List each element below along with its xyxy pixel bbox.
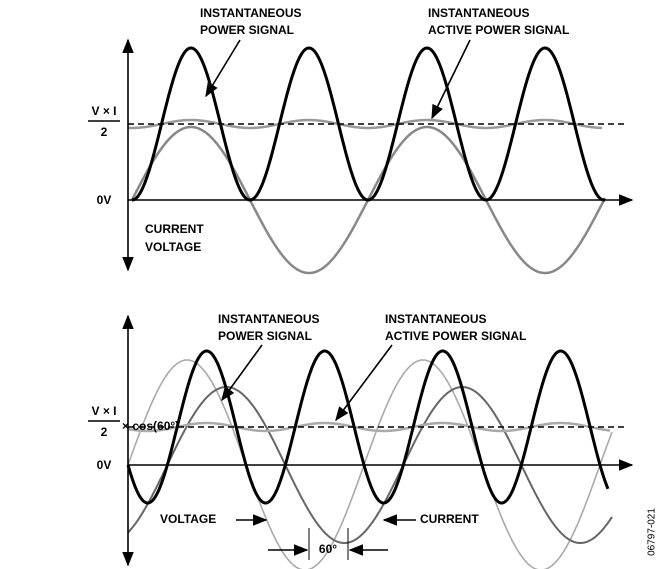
zero-label: 0V — [97, 458, 112, 472]
label: VOLTAGE — [145, 240, 201, 254]
label: INSTANTANEOUS — [200, 6, 302, 20]
pointer — [221, 344, 263, 402]
pointer — [431, 39, 471, 120]
level-label: V × I — [91, 404, 116, 418]
level-label: 2 — [101, 425, 108, 439]
power — [126, 349, 610, 505]
figure-id: 06797-021 — [647, 508, 658, 556]
label: INSTANTANEOUS — [385, 312, 487, 326]
label: ACTIVE POWER SIGNAL — [428, 23, 569, 37]
label: CURRENT — [145, 222, 204, 236]
level-label: 2 — [101, 125, 108, 139]
zero-label: 0V — [97, 193, 112, 207]
label: POWER SIGNAL — [200, 23, 294, 37]
label: POWER SIGNAL — [218, 329, 312, 343]
current — [127, 386, 613, 544]
label: ACTIVE POWER SIGNAL — [385, 329, 526, 343]
level-label: V × I — [91, 104, 116, 118]
label: INSTANTANEOUS — [428, 6, 530, 20]
phase-label: 60° — [319, 542, 337, 556]
pointer — [335, 344, 393, 422]
label: CURRENT — [420, 512, 479, 526]
voltage — [127, 359, 613, 569]
level-label: × cos(60°) — [122, 419, 179, 433]
pointer — [205, 39, 241, 98]
active-power — [128, 118, 603, 130]
label: VOLTAGE — [160, 512, 216, 526]
label: INSTANTANEOUS — [218, 312, 320, 326]
